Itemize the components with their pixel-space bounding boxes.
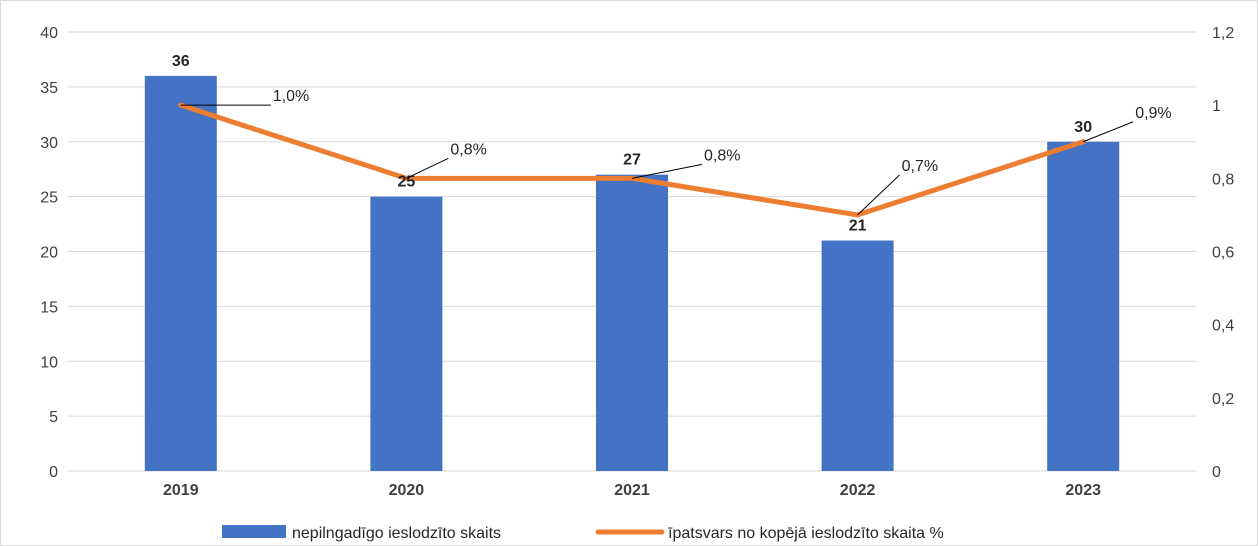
line-label-2020: 0,8% bbox=[450, 141, 486, 158]
bar-data-labels: 36 25 27 21 30 bbox=[172, 53, 1092, 235]
right-tick-label-0,8: 0,8 bbox=[1212, 171, 1234, 188]
legend-bar-label: nepilngadīgo ieslodzīto skaits bbox=[292, 525, 501, 542]
right-tick-label-0,4: 0,4 bbox=[1212, 318, 1234, 335]
category-label-2020: 2020 bbox=[389, 482, 425, 499]
legend: nepilngadīgo ieslodzīto skaits īpatsvars … bbox=[222, 525, 944, 542]
left-tick-label-10: 10 bbox=[40, 354, 58, 371]
bar-2021 bbox=[596, 174, 668, 472]
right-tick-label-1: 1 bbox=[1212, 98, 1221, 115]
legend-bar-swatch bbox=[222, 525, 286, 538]
leader-line-2023 bbox=[1083, 121, 1134, 143]
gridlines bbox=[68, 31, 1196, 472]
line-label-2023: 0,9% bbox=[1135, 105, 1171, 122]
line-label-2019: 1,0% bbox=[273, 88, 309, 105]
bar-label-2022: 21 bbox=[849, 218, 867, 235]
left-tick-label-25: 25 bbox=[40, 190, 58, 207]
leader-line-2020 bbox=[406, 157, 449, 179]
bar-label-2020: 25 bbox=[398, 174, 416, 191]
right-axis-ticks: 0 0,2 0,4 0,6 0,8 1 1,2 bbox=[1212, 25, 1234, 481]
left-tick-label-0: 0 bbox=[49, 464, 58, 481]
bar-2019 bbox=[144, 75, 217, 472]
category-label-2022: 2022 bbox=[840, 482, 876, 499]
bar-series bbox=[144, 75, 1120, 472]
left-tick-label-35: 35 bbox=[40, 80, 58, 97]
line-label-2022: 0,7% bbox=[902, 158, 938, 175]
left-tick-label-30: 30 bbox=[40, 135, 58, 152]
left-tick-label-20: 20 bbox=[40, 245, 58, 262]
bar-2023 bbox=[1047, 141, 1120, 471]
right-tick-label-1,2: 1,2 bbox=[1212, 25, 1234, 42]
left-tick-label-40: 40 bbox=[40, 25, 58, 42]
left-tick-label-5: 5 bbox=[49, 409, 58, 426]
bar-2022 bbox=[821, 240, 894, 471]
bar-label-2019: 36 bbox=[172, 53, 190, 70]
bar-label-2021: 27 bbox=[623, 152, 641, 169]
line-label-2021: 0,8% bbox=[704, 147, 740, 164]
legend-line-label: īpatsvars no kopējā ieslodzīto skaita % bbox=[668, 525, 944, 542]
leader-line-2021 bbox=[631, 163, 703, 179]
category-axis-labels: 2019 2020 2021 2022 2023 bbox=[163, 482, 1101, 499]
bar-label-2023: 30 bbox=[1074, 119, 1092, 136]
category-label-2023: 2023 bbox=[1065, 482, 1101, 499]
left-axis-ticks: 0 5 10 15 20 25 30 35 40 bbox=[40, 25, 58, 481]
right-tick-label-0: 0 bbox=[1212, 464, 1221, 481]
leader-lines bbox=[180, 104, 1134, 216]
line-data-labels: 1,0% 0,8% 0,8% 0,7% 0,9% bbox=[273, 88, 1172, 175]
right-tick-label-0,2: 0,2 bbox=[1212, 391, 1234, 408]
right-tick-label-0,6: 0,6 bbox=[1212, 245, 1234, 262]
leader-line-2022 bbox=[857, 174, 900, 216]
category-label-2021: 2021 bbox=[614, 482, 650, 499]
category-label-2019: 2019 bbox=[163, 482, 199, 499]
left-tick-label-15: 15 bbox=[40, 299, 58, 316]
bar-2020 bbox=[370, 196, 443, 471]
